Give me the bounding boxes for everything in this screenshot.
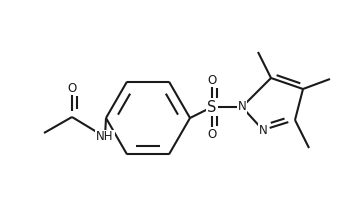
Text: S: S <box>207 99 217 114</box>
Text: N: N <box>259 124 268 136</box>
Text: O: O <box>207 73 216 87</box>
Text: O: O <box>207 128 216 140</box>
Text: NH: NH <box>96 130 114 144</box>
Text: O: O <box>67 82 77 94</box>
Text: N: N <box>238 100 246 114</box>
